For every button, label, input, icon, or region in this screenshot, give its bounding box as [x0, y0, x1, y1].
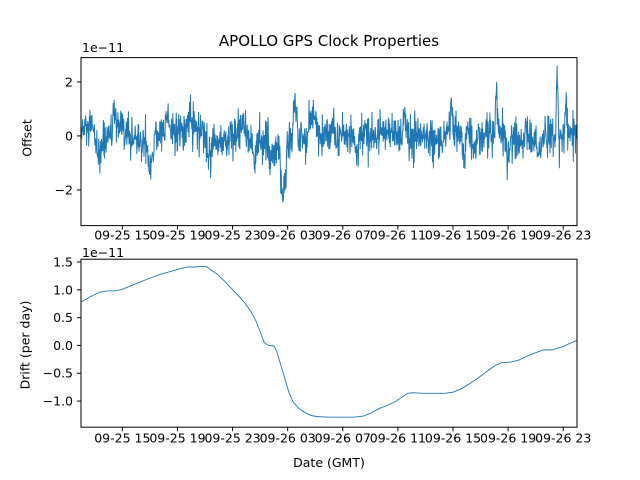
- x-tick-label: 09-26 03: [260, 431, 316, 446]
- x-tick-label: 09-25 23: [204, 228, 260, 243]
- x-tick-label: 09-26 11: [370, 228, 426, 243]
- x-tick-label: 09-26 15: [425, 228, 481, 243]
- drift-axes-frame: [80, 258, 578, 428]
- y-tick-label: 1.5: [53, 254, 73, 269]
- offset-axes-frame: [80, 57, 578, 227]
- date-axis-label: Date (GMT): [293, 455, 365, 470]
- x-tick-label: 09-26 11: [370, 431, 426, 446]
- x-tick-label: 09-25 23: [204, 431, 260, 446]
- drift-series-line: [81, 265, 577, 418]
- x-tick-label: 09-26 07: [315, 431, 371, 446]
- offset-scale-exponent: 1e−11: [82, 40, 125, 55]
- offset-series-line: [81, 65, 577, 204]
- x-tick-label: 09-25 15: [94, 431, 150, 446]
- y-tick-label: 1.0: [53, 282, 73, 297]
- chart-title: APOLLO GPS Clock Properties: [218, 32, 440, 50]
- drift-scale-exponent: 1e−11: [82, 245, 125, 260]
- y-tick-label: −1.0: [43, 394, 73, 409]
- y-tick-label: 0: [65, 128, 73, 143]
- y-tick-label: 0.5: [53, 310, 73, 325]
- x-tick-label: 09-25 19: [149, 228, 205, 243]
- x-tick-label: 09-26 19: [480, 431, 536, 446]
- x-tick-label: 09-25 15: [94, 228, 150, 243]
- y-tick-label: 2: [65, 74, 73, 89]
- drift-axis-label: Drift (per day): [17, 300, 33, 390]
- x-tick-label: 09-26 23: [535, 431, 591, 446]
- x-tick-label: 09-26 03: [260, 228, 316, 243]
- y-tick-label: 0.0: [53, 338, 73, 353]
- x-tick-label: 09-26 15: [425, 431, 481, 446]
- x-tick-label: 09-26 23: [535, 228, 591, 243]
- y-tick-label: −0.5: [43, 366, 73, 381]
- offset-axis-label: Offset: [19, 119, 35, 157]
- x-tick-label: 09-26 19: [480, 228, 536, 243]
- x-tick-label: 09-26 07: [315, 228, 371, 243]
- x-tick-label: 09-25 19: [149, 431, 205, 446]
- y-tick-label: −2: [55, 182, 73, 197]
